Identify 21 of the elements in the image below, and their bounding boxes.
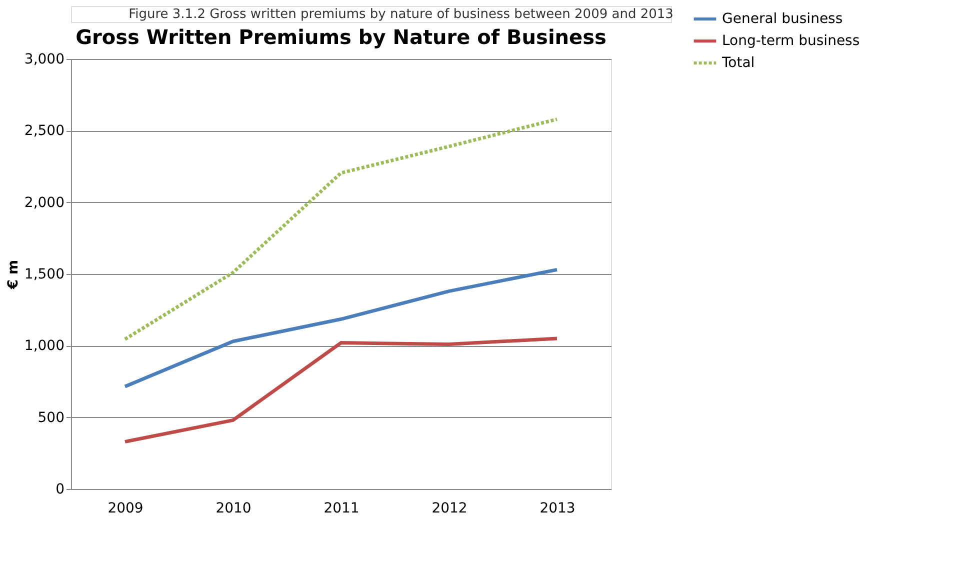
y-tick-label: 2,000 — [24, 194, 64, 211]
y-tick-label: 0 — [56, 482, 64, 498]
y-tick-label: 3,000 — [24, 52, 64, 68]
x-tick-label: 2011 — [324, 500, 360, 516]
y-tick-label: 1,000 — [24, 338, 64, 354]
legend-label: Long-term business — [722, 33, 860, 49]
caption: Figure 3.1.2 Gross written premiums by nature of business between 2009 and 2013 — [128, 7, 674, 22]
y-tick-label: 500 — [38, 410, 64, 426]
x-tick-label: 2012 — [432, 500, 468, 516]
x-tick-label: 2013 — [540, 500, 576, 516]
x-tick-label: 2010 — [216, 500, 252, 516]
y-axis-title: € m — [5, 260, 22, 290]
line-series — [123, 268, 559, 388]
y-tick-label: 1,500 — [24, 266, 64, 282]
legend-label: General business — [722, 11, 843, 27]
x-tick-label: 2009 — [108, 500, 144, 516]
line-series — [123, 336, 559, 444]
chart-title: Gross Written Premiums by Nature of Business — [76, 25, 606, 49]
y-tick-label: 2,500 — [24, 123, 64, 140]
legend-label: Total — [721, 55, 755, 71]
line-series — [123, 117, 559, 341]
